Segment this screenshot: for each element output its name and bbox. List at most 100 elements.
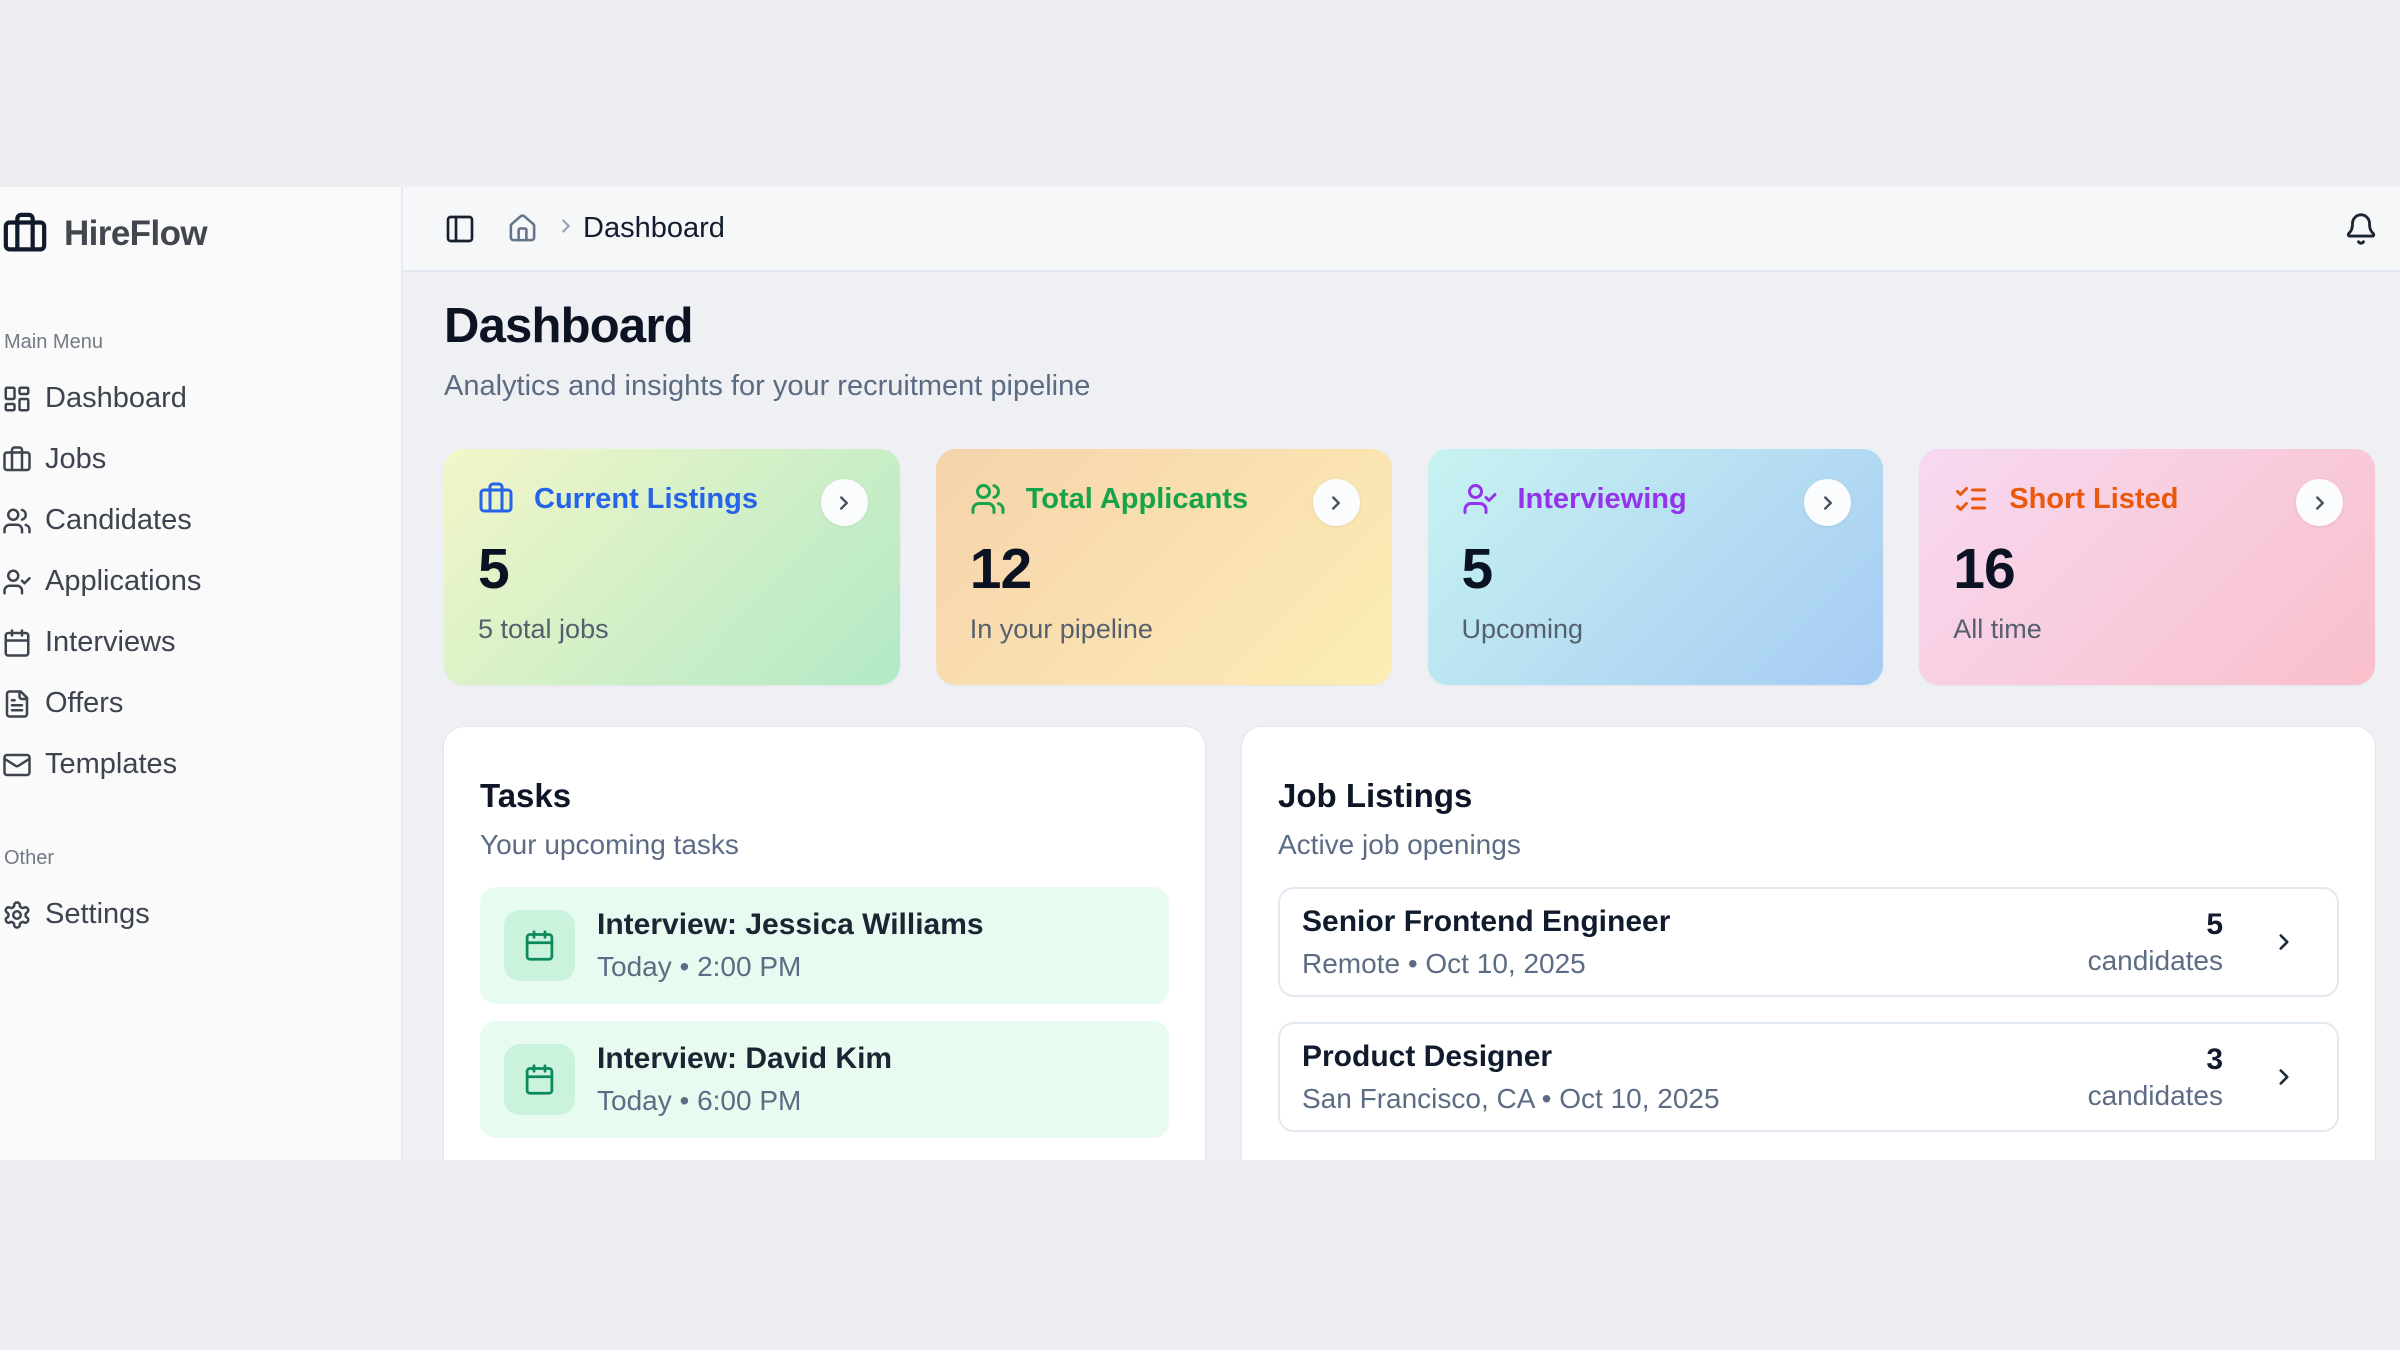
calendar-icon — [4, 628, 30, 657]
stat-card-label: Current Listings — [534, 482, 758, 515]
job-count-label: candidates — [2087, 944, 2223, 976]
user-check-icon — [3, 569, 31, 594]
brand[interactable]: HireFlow — [2, 211, 389, 257]
sidebar-item-label: Interviews — [45, 626, 176, 658]
chevron-right-icon — [2271, 929, 2297, 955]
stat-card-description: All time — [1953, 614, 2042, 644]
job-meta: San Francisco, CA • Oct 10, 2025 — [1302, 1082, 1720, 1114]
job-listings-card: Job Listings Active job openings Senior … — [1242, 727, 2375, 1160]
sidebar-item-label: Jobs — [45, 443, 107, 475]
sidebar-toggle-button[interactable] — [444, 213, 476, 245]
app-window: HireFlow Main Menu Dashboard Jobs Candid… — [0, 187, 2400, 1160]
mail-icon — [3, 753, 31, 776]
stat-card-head: Interviewing — [1462, 481, 1850, 517]
task-icon-box — [504, 1044, 575, 1115]
page-title: Dashboard — [444, 299, 694, 353]
sidebar-item-label: Offers — [45, 687, 124, 719]
sidebar-item-jobs[interactable]: Jobs — [2, 429, 389, 490]
calendar-icon — [525, 1064, 554, 1095]
notifications-button[interactable] — [2344, 212, 2378, 246]
briefcase-logo-icon — [3, 212, 47, 252]
chevron-right-icon — [840, 495, 849, 510]
list-checks-icon — [1956, 487, 1987, 511]
stat-card-arrow-button[interactable] — [1804, 479, 1852, 526]
content: Dashboard Analytics and insights for you… — [403, 272, 2400, 1160]
stat-card-label: Total Applicants — [1025, 482, 1249, 515]
sidebar-item-settings[interactable]: Settings — [2, 884, 389, 945]
tasks-title: Tasks — [480, 777, 572, 814]
sidebar-item-label: Settings — [45, 898, 150, 930]
task-title: Interview: Jessica Williams — [597, 908, 984, 941]
sidebar-item-label: Dashboard — [45, 382, 187, 414]
job-count-value: 3 — [2206, 1042, 2223, 1076]
sidebar-item-label: Templates — [45, 748, 178, 780]
sidebar-item-applications[interactable]: Applications — [2, 551, 389, 612]
gear-icon — [4, 900, 30, 929]
sidebar-item-templates[interactable]: Templates — [2, 734, 389, 795]
file-text-icon — [5, 689, 29, 718]
task-meta: Today • 2:00 PM — [597, 951, 802, 982]
panel-left-icon — [446, 215, 474, 242]
task-icon-box — [504, 910, 575, 981]
task-title: Interview: David Kim — [597, 1042, 893, 1075]
task-meta: Today • 6:00 PM — [597, 1085, 802, 1116]
stat-card-arrow-button[interactable] — [1312, 479, 1360, 526]
chevron-right-icon — [2271, 1064, 2297, 1090]
stat-card-description: Upcoming — [1461, 614, 1584, 644]
briefcase-icon — [479, 482, 513, 513]
job-title: Product Designer — [1302, 1039, 1553, 1073]
tasks-subtitle: Your upcoming tasks — [480, 829, 739, 860]
stat-card[interactable]: Interviewing 5 Upcoming — [1427, 449, 1884, 685]
user-check-icon — [1463, 484, 1496, 514]
stat-card-value: 12 — [969, 537, 1032, 601]
breadcrumb-current[interactable]: Dashboard — [583, 212, 725, 244]
job-row[interactable]: Product Designer San Francisco, CA • Oct… — [1278, 1022, 2339, 1132]
task-text: Interview: David Kim Today • 6:00 PM — [597, 1042, 892, 1117]
job-candidate-count: 5 candidates — [2088, 908, 2223, 977]
job-info: Product Designer San Francisco, CA • Oct… — [1302, 1040, 2088, 1115]
job-row[interactable]: Senior Frontend Engineer Remote • Oct 10… — [1278, 887, 2339, 997]
sidebar-nav-main: Dashboard Jobs Candidates Applications I… — [2, 368, 389, 795]
job-candidate-count: 3 candidates — [2088, 1043, 2223, 1112]
sidebar-section-label-other: Other — [4, 847, 55, 869]
task-item[interactable]: Interview: David Kim Today • 6:00 PM — [480, 1021, 1169, 1138]
page-subtitle: Analytics and insights for your recruitm… — [444, 370, 1091, 402]
stats-row: Current Listings 5 5 total jobs Total Ap… — [444, 449, 2375, 685]
stat-card[interactable]: Short Listed 16 All time — [1919, 449, 2375, 685]
bottom-row: Tasks Your upcoming tasks Interview: Jes… — [444, 727, 2375, 1160]
task-text: Interview: Jessica Williams Today • 2:00… — [597, 908, 984, 983]
job-info: Senior Frontend Engineer Remote • Oct 10… — [1302, 905, 2088, 980]
breadcrumb-home-button[interactable] — [507, 213, 538, 244]
chevron-right-icon — [562, 219, 570, 233]
sidebar-section-label-main: Main Menu — [4, 331, 103, 353]
users-icon — [971, 484, 1005, 514]
breadcrumb-separator — [555, 215, 577, 242]
tasks-card: Tasks Your upcoming tasks Interview: Jes… — [444, 727, 1205, 1160]
stat-card[interactable]: Total Applicants 12 In your pipeline — [935, 449, 1392, 685]
stat-card-value: 16 — [1953, 537, 2015, 601]
stat-card-head: Total Applicants — [970, 481, 1358, 517]
chevron-right-icon — [2315, 495, 2324, 510]
stat-card-head: Short Listed — [1953, 481, 2341, 517]
job-title: Senior Frontend Engineer — [1302, 904, 1671, 938]
job-count-label: candidates — [2087, 1079, 2223, 1111]
calendar-icon — [525, 930, 554, 961]
job-listings-title: Job Listings — [1278, 777, 1473, 814]
stat-card-label: Short Listed — [2009, 482, 2179, 515]
task-item[interactable]: Interview: Jessica Williams Today • 2:00… — [480, 887, 1169, 1004]
chevron-right-icon — [1823, 495, 1832, 510]
stat-card-arrow-button[interactable] — [2296, 479, 2343, 526]
briefcase-icon — [3, 445, 31, 471]
stat-card-arrow-button[interactable] — [820, 479, 868, 526]
brand-name: HireFlow — [64, 214, 208, 253]
sidebar-item-label: Candidates — [45, 504, 192, 536]
sidebar-item-candidates[interactable]: Candidates — [2, 490, 389, 551]
sidebar-item-dashboard[interactable]: Dashboard — [2, 368, 389, 429]
stat-card[interactable]: Current Listings 5 5 total jobs — [444, 449, 900, 685]
job-listings-subtitle: Active job openings — [1278, 829, 1521, 860]
stat-card-head: Current Listings — [478, 481, 866, 517]
sidebar-item-interviews[interactable]: Interviews — [2, 612, 389, 673]
sidebar-item-offers[interactable]: Offers — [2, 673, 389, 734]
stat-card-value: 5 — [1461, 537, 1494, 601]
stat-card-description: 5 total jobs — [478, 614, 609, 644]
